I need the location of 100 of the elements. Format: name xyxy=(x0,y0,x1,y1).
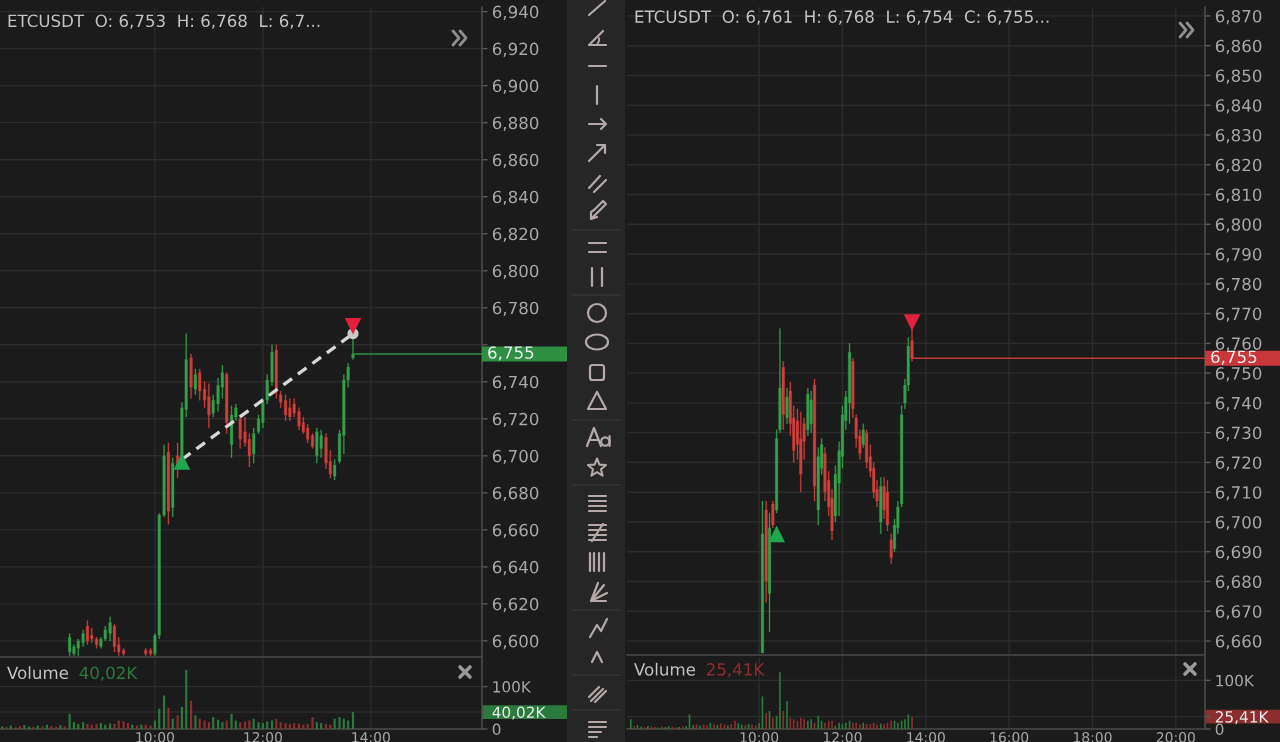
y-tick-label: 6,800 xyxy=(492,264,539,280)
bar xyxy=(252,718,255,729)
y-tick-label: 6,870 xyxy=(1215,9,1262,25)
bar xyxy=(266,721,269,729)
bar xyxy=(72,722,76,729)
point xyxy=(173,453,191,470)
y-tick-label: 6,820 xyxy=(492,227,539,242)
bar xyxy=(288,723,291,729)
bar xyxy=(180,706,183,729)
y-tick-label: 6,690 xyxy=(1215,545,1262,560)
bar xyxy=(1,726,4,729)
bar xyxy=(207,722,210,729)
bar xyxy=(324,723,328,729)
bar xyxy=(216,719,220,729)
candlestick xyxy=(785,387,789,424)
bar xyxy=(306,723,309,729)
x-tick-label: 10:00 xyxy=(136,732,174,742)
x-tick-label: 20:00 xyxy=(1156,732,1195,742)
candlestick xyxy=(760,500,764,654)
x-tick-label: 16:00 xyxy=(990,732,1029,742)
x-tick-label: 12:00 xyxy=(244,732,282,742)
candlestick xyxy=(861,423,865,448)
y-tick-label: 100K xyxy=(1216,674,1255,687)
bar xyxy=(243,721,247,729)
bar xyxy=(86,723,89,729)
y-tick-label: 6,720 xyxy=(492,412,539,428)
y-tick-label: 100K xyxy=(493,681,532,693)
bar xyxy=(293,723,296,729)
y-tick-label: 6,830 xyxy=(1215,128,1262,144)
y-tick-label: 6,860 xyxy=(1215,39,1262,54)
chart-title: ETCUSDT O: 6,753 H: 6,768 L: 6,7... xyxy=(8,14,320,29)
point xyxy=(344,317,362,335)
bar xyxy=(77,723,80,729)
bar xyxy=(122,721,125,729)
bar xyxy=(59,725,62,729)
candlestick xyxy=(799,411,803,493)
candlestick xyxy=(207,383,211,429)
bar xyxy=(113,723,116,729)
candlestick xyxy=(166,442,170,525)
bar xyxy=(176,715,179,729)
bar xyxy=(109,723,112,729)
y-tick-label: 6,750 xyxy=(1215,367,1262,382)
candlestick xyxy=(193,368,197,395)
y-tick-label: 6,700 xyxy=(492,449,539,465)
bar xyxy=(320,723,323,729)
bar xyxy=(163,695,166,729)
candlestick xyxy=(885,480,889,532)
bar xyxy=(333,718,336,729)
y-tick-label: 6,790 xyxy=(1215,248,1262,263)
y-tick-label: 6,680 xyxy=(1215,575,1262,590)
y-tick-label: 6,860 xyxy=(492,153,539,168)
y-tick-label: 6,880 xyxy=(492,116,539,131)
y-tick-label: 6,620 xyxy=(492,597,539,613)
bar xyxy=(5,726,8,729)
y-tick-label: 0 xyxy=(492,723,501,736)
candlestick xyxy=(171,457,175,518)
candlestick xyxy=(225,372,229,434)
y-tick-label: 6,810 xyxy=(1215,188,1262,203)
bar xyxy=(194,715,197,729)
bar xyxy=(189,700,193,729)
candlestick xyxy=(189,353,193,399)
bar xyxy=(221,722,224,729)
chart-title: ETCUSDT O: 6,761 H: 6,768 L: 6,754 C: 6,755... xyxy=(635,10,1049,25)
bar xyxy=(63,726,66,729)
bar xyxy=(351,712,355,729)
ref-line-label: 6,755 xyxy=(1211,350,1257,365)
bar xyxy=(82,722,85,729)
y-tick-label: 6,840 xyxy=(492,190,539,205)
candlestick xyxy=(764,500,768,603)
y-tick-label: 6,770 xyxy=(1215,307,1262,322)
candlestick xyxy=(809,390,813,433)
candlestick xyxy=(771,500,775,529)
bar xyxy=(275,718,278,729)
y-tick-label: 6,640 xyxy=(492,560,539,576)
chart-subtitle: 40,02K xyxy=(79,666,138,681)
bar xyxy=(261,723,264,729)
x-tick-label: 18:00 xyxy=(1074,732,1112,742)
candlestick xyxy=(68,633,72,656)
y-tick-label: 6,850 xyxy=(1215,69,1262,84)
y-tick-label: 6,700 xyxy=(1215,515,1262,531)
candlestick xyxy=(781,361,785,430)
x-tick-label: 12:00 xyxy=(823,732,862,742)
chart-title: Volume xyxy=(634,662,696,676)
bar xyxy=(126,723,129,729)
bar xyxy=(212,717,215,729)
x-tick-label: 10:00 xyxy=(740,732,779,742)
bar xyxy=(28,726,31,729)
y-tick-label: 6,940 xyxy=(492,5,539,20)
y-tick-label: 6,670 xyxy=(1215,605,1262,620)
x-tick-label: 14:00 xyxy=(907,732,945,742)
ref-line-label: 6,755 xyxy=(488,346,534,361)
candlestick xyxy=(288,398,292,421)
bar xyxy=(230,713,233,729)
y-tick-label: 6,730 xyxy=(1215,426,1262,441)
bar xyxy=(203,720,206,729)
bar xyxy=(158,708,161,729)
bar xyxy=(68,713,71,729)
y-tick-label: 6,740 xyxy=(492,375,539,391)
candlestick xyxy=(315,427,319,464)
y-tick-label: 6,720 xyxy=(1215,456,1262,471)
